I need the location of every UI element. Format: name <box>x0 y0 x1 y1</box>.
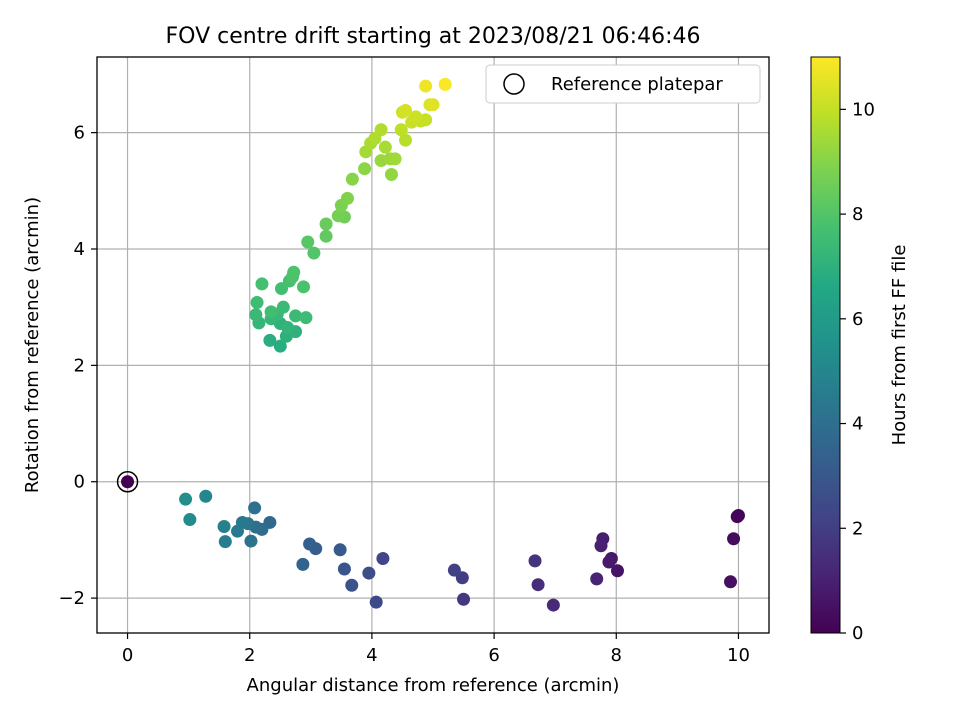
scatter-point <box>358 162 372 176</box>
scatter-point <box>217 520 231 534</box>
scatter-point <box>399 104 413 118</box>
scatter-point <box>399 133 413 147</box>
scatter-point <box>248 501 262 515</box>
axis-ticks: 0 2 4 6 8 10 −2 0 2 4 6 <box>58 123 749 666</box>
scatter-point <box>250 296 264 310</box>
scatter-point <box>374 123 388 137</box>
colorbar-tick-label: 0 <box>852 623 863 644</box>
scatter-point <box>362 566 376 580</box>
scatter-point <box>447 563 461 577</box>
scatter-point <box>724 575 738 589</box>
scatter-point <box>345 578 359 592</box>
scatter-point <box>281 321 295 335</box>
scatter-point <box>244 534 258 548</box>
plot-area-frame <box>96 56 770 634</box>
x-tick-label: 4 <box>366 645 377 666</box>
scatter-point <box>531 578 545 592</box>
scatter-point <box>340 191 354 205</box>
chart-title: FOV centre drift starting at 2023/08/21 … <box>166 24 701 49</box>
scatter-point <box>289 309 303 323</box>
scatter-point <box>376 552 390 566</box>
scatter-point <box>296 280 310 294</box>
x-tick-label: 2 <box>244 645 255 666</box>
y-tick-label: 6 <box>74 123 85 144</box>
colorbar-tick-label: 8 <box>852 204 863 225</box>
scatter-point <box>199 489 213 503</box>
colorbar-tick-label: 10 <box>852 99 875 120</box>
y-tick-label: 4 <box>74 239 85 260</box>
legend-marker <box>503 73 525 95</box>
colorbar <box>810 56 841 634</box>
x-tick-label: 0 <box>122 645 133 666</box>
scatter-point <box>296 557 310 571</box>
scatter-point <box>610 564 624 578</box>
colorbar-tick-label: 4 <box>852 414 863 435</box>
y-tick-label: −2 <box>58 588 85 609</box>
scatter-point <box>594 539 608 553</box>
scatter-point <box>299 311 313 325</box>
scatter-point <box>457 592 471 606</box>
x-tick-label: 10 <box>727 645 750 666</box>
scatter-point <box>331 209 345 223</box>
colorbar-label: Hours from first FF file <box>889 245 910 446</box>
scatter-point <box>369 595 383 609</box>
scatter-point <box>249 308 263 322</box>
scatter-point <box>590 572 604 586</box>
scatter-point <box>333 543 347 557</box>
legend-label: Reference platepar <box>551 74 723 95</box>
y-tick-label: 0 <box>74 472 85 493</box>
scatter-point <box>319 229 333 243</box>
scatter-point <box>183 513 197 527</box>
scatter-point <box>301 235 315 249</box>
legend: Reference platepar <box>485 64 761 104</box>
scatter-point <box>218 535 232 549</box>
scatter-point <box>602 555 616 569</box>
scatter-point <box>727 532 741 546</box>
colorbar-tick-label: 6 <box>852 309 863 330</box>
scatter-point <box>303 537 317 551</box>
scatter-point <box>419 113 433 127</box>
scatter-point <box>264 305 278 319</box>
legend-box <box>485 64 761 104</box>
y-tick-label: 2 <box>74 355 85 376</box>
scatter-point <box>378 140 392 154</box>
scatter-point <box>276 300 290 314</box>
scatter-point <box>409 110 423 124</box>
scatter-point <box>388 152 402 166</box>
scatter-point <box>345 172 359 186</box>
scatter-point <box>263 333 277 347</box>
x-tick-label: 6 <box>488 645 499 666</box>
x-tick-label: 8 <box>611 645 622 666</box>
grid-lines <box>97 57 769 633</box>
scatter-point <box>287 265 301 279</box>
scatter-point <box>231 524 245 538</box>
scatter-point <box>273 339 287 353</box>
y-axis-label: Rotation from reference (arcmin) <box>22 197 43 493</box>
scatter-point <box>438 77 452 91</box>
colorbar-tick-label: 2 <box>852 518 863 539</box>
scatter-point <box>255 277 269 291</box>
scatter-point <box>337 562 351 576</box>
scatter-point <box>121 475 135 489</box>
scatter-point <box>419 79 433 93</box>
scatter-point <box>394 123 408 137</box>
scatter-point <box>426 98 440 112</box>
colorbar-ticks: 0 2 4 6 8 10 <box>840 99 875 644</box>
scatter-point <box>528 554 542 568</box>
scatter-point <box>730 510 744 524</box>
x-axis-label: Angular distance from reference (arcmin) <box>247 675 620 696</box>
reference-marker <box>116 470 139 493</box>
scatter-point <box>319 217 333 231</box>
scatter-point <box>384 168 398 182</box>
scatter-points <box>116 77 745 612</box>
scatter-point <box>179 492 193 506</box>
scatter-point <box>546 598 560 612</box>
scatter-point <box>307 246 321 260</box>
